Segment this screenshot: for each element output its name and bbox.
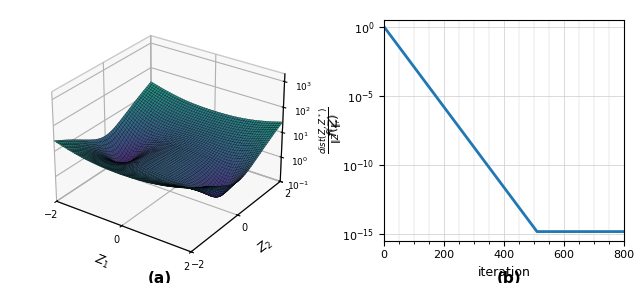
Text: (a): (a) <box>148 271 172 283</box>
X-axis label: iteration: iteration <box>477 266 531 279</box>
Text: $\frac{dist(Z,Z^*)}{\|Z^*\|_F}$: $\frac{dist(Z,Z^*)}{\|Z^*\|_F}$ <box>318 106 344 154</box>
Y-axis label: $Z_2$: $Z_2$ <box>254 235 276 257</box>
Text: (b): (b) <box>497 271 521 283</box>
X-axis label: $Z_1$: $Z_1$ <box>92 252 112 272</box>
